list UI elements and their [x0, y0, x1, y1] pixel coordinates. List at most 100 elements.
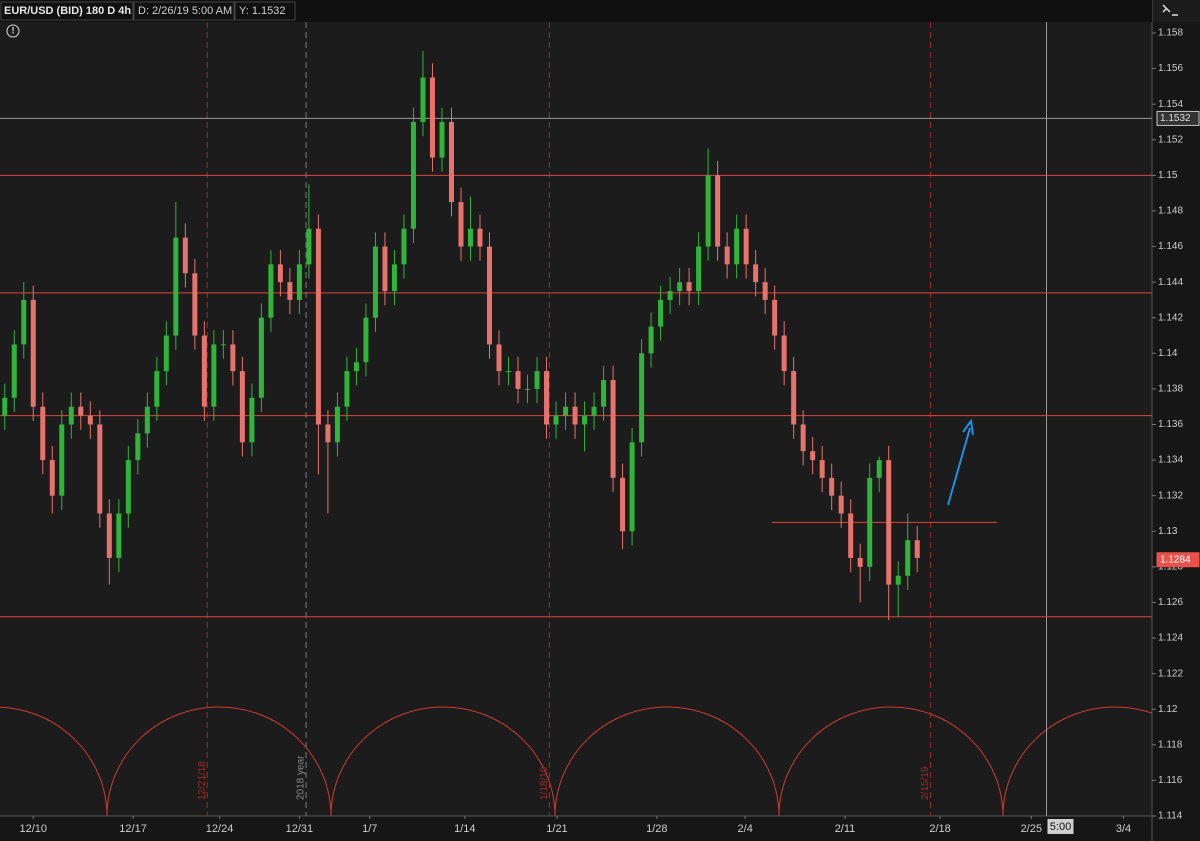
x-tick-label: 12/31: [286, 823, 314, 835]
cycle-arcs: [0, 706, 1152, 816]
header-box: [133, 1, 235, 21]
cursor-time-box: [1047, 819, 1074, 834]
y-tick-label: 1.15: [1158, 170, 1178, 181]
y-tick-label: 1.156: [1158, 63, 1183, 74]
candle-body: [772, 299, 778, 336]
candle-body: [715, 175, 721, 247]
y-tick-label: 1.126: [1158, 597, 1183, 608]
candle-body: [439, 121, 445, 158]
candle-body: [420, 77, 426, 122]
cycle-arc: [554, 706, 780, 816]
time-axis-bg: [0, 816, 1200, 841]
candle-body: [163, 335, 169, 372]
candle-body: [487, 246, 493, 345]
y-tick-label: 1.12: [1158, 704, 1178, 715]
candle-body: [182, 237, 188, 274]
candle-body: [610, 380, 616, 478]
date-readout: D: 2/26/19 5:00 AM: [138, 5, 232, 17]
y-tick-label: 1.148: [1158, 206, 1183, 217]
x-tick-label: 12/24: [206, 823, 234, 835]
price-marker-label: 1.1284: [1160, 554, 1191, 565]
candle-body: [753, 264, 759, 283]
x-tick-label: 2/18: [929, 823, 950, 835]
info-icon[interactable]: [6, 24, 20, 38]
candle-body: [810, 451, 816, 461]
candle-body: [68, 406, 74, 425]
candle-body: [192, 273, 198, 336]
candle-body: [49, 460, 55, 496]
y-tick-label: 1.146: [1158, 241, 1183, 252]
candle-body: [895, 575, 901, 585]
candle-body: [553, 415, 559, 425]
x-tick-label: 1/28: [646, 823, 667, 835]
settings-icon[interactable]: [1162, 4, 1178, 16]
y-tick-label: 1.132: [1158, 490, 1183, 501]
candle-body: [59, 424, 65, 496]
y-tick-label: 1.122: [1158, 668, 1183, 679]
y-tick-label: 1.134: [1158, 455, 1183, 466]
price-marker-box: [1156, 552, 1200, 568]
candle-body: [372, 246, 378, 318]
candle-body: [211, 344, 217, 407]
candle-body: [705, 175, 711, 247]
candle-body: [620, 477, 626, 532]
candle-body: [696, 246, 702, 292]
x-tick-label: 12/10: [20, 823, 48, 835]
candle-body: [277, 264, 283, 283]
cycle-arc: [330, 706, 556, 816]
candle-body: [743, 228, 749, 265]
candle-body: [886, 460, 892, 585]
candle-body: [639, 353, 645, 443]
candle-body: [201, 335, 207, 407]
candle-body: [724, 246, 730, 265]
candle-body: [353, 362, 359, 372]
x-tick-label: 2/11: [835, 823, 856, 835]
y-tick-label: 1.118: [1158, 739, 1183, 750]
candle-body: [686, 282, 692, 292]
y-tick-label: 1.142: [1158, 312, 1183, 323]
candle-body: [154, 371, 160, 407]
cycle-arc: [0, 706, 108, 816]
candle-body: [391, 264, 397, 292]
candle-body: [496, 344, 502, 372]
candle-body: [477, 228, 483, 247]
period-label: 2/15/19: [920, 766, 931, 800]
candle-body: [857, 557, 863, 567]
candle-body: [905, 540, 911, 576]
candle-body: [525, 388, 531, 390]
cycle-arc: [778, 706, 1004, 816]
candle-body: [506, 371, 512, 373]
y-tick-label: 1.14: [1158, 348, 1178, 359]
candle-body: [677, 282, 683, 292]
candle-body: [658, 299, 664, 327]
candle-body: [21, 299, 27, 345]
cursor-time-label: 5:00: [1050, 821, 1071, 833]
candle-body: [563, 406, 569, 416]
candle-body: [334, 406, 340, 443]
candle-body: [838, 495, 844, 514]
x-tick-label: 1/14: [454, 823, 475, 835]
candle-body: [876, 460, 882, 478]
y-tick-label: 1.114: [1158, 811, 1183, 822]
trend-arrow: [947, 427, 971, 506]
candle-body: [582, 415, 588, 425]
x-tick-label: 3/4: [1116, 823, 1131, 835]
price-marker-label: 1.1532: [1160, 113, 1191, 124]
y-tick-label: 1.138: [1158, 384, 1183, 395]
candle-body: [515, 371, 521, 389]
candle-body: [40, 406, 46, 461]
candle-body: [268, 264, 274, 318]
candle-body: [87, 415, 93, 425]
header-box: [0, 1, 134, 21]
x-tick-label: 1/7: [362, 823, 377, 835]
period-label: 12/21/18: [197, 761, 208, 800]
candle-body: [382, 246, 388, 292]
candle-body: [2, 397, 8, 416]
candle-body: [239, 371, 245, 443]
candle-body: [848, 513, 854, 558]
y-tick-label: 1.154: [1158, 99, 1183, 110]
candle-body: [315, 228, 321, 425]
